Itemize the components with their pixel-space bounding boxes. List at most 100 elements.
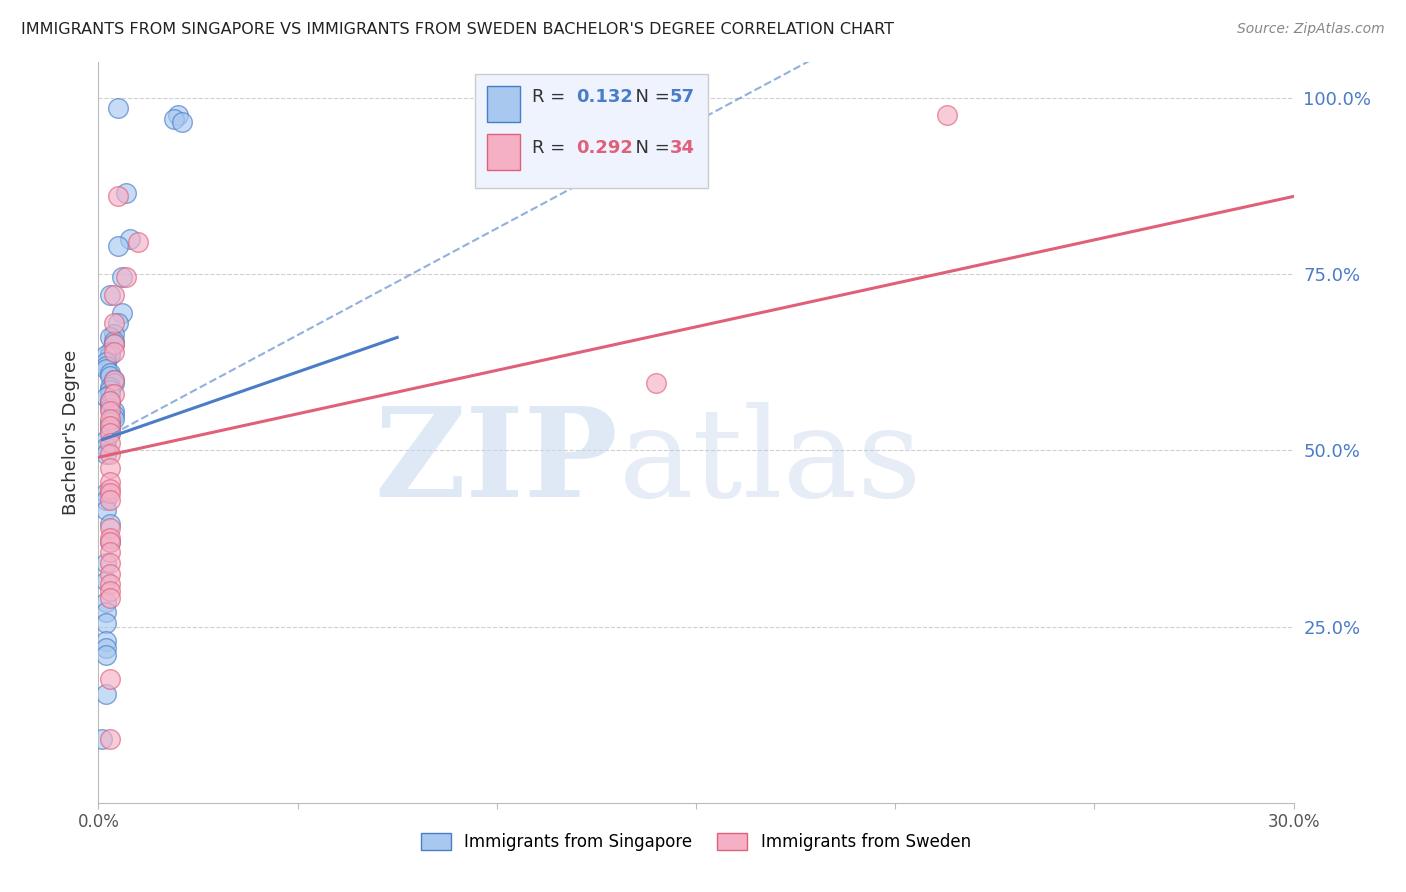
- Text: Source: ZipAtlas.com: Source: ZipAtlas.com: [1237, 22, 1385, 37]
- Point: [98, 384, 122, 398]
- Point: [96, 447, 118, 461]
- Point: [96, 615, 118, 630]
- Point: [96, 503, 118, 517]
- Point: [103, 326, 125, 341]
- Point: [98, 577, 122, 591]
- Point: [103, 376, 125, 391]
- Point: [98, 348, 122, 362]
- Point: [103, 373, 125, 387]
- Point: [98, 556, 122, 570]
- Point: [91, 732, 114, 747]
- Point: [103, 404, 125, 418]
- Point: [98, 330, 122, 344]
- Point: [127, 235, 149, 250]
- Point: [96, 640, 118, 655]
- Point: [98, 521, 122, 535]
- Point: [103, 288, 125, 302]
- Point: [107, 239, 129, 253]
- Point: [98, 485, 122, 500]
- Point: [98, 344, 122, 359]
- FancyBboxPatch shape: [475, 73, 709, 188]
- Text: 0.132: 0.132: [576, 88, 633, 106]
- Point: [98, 393, 122, 408]
- Point: [96, 492, 118, 507]
- Point: [96, 574, 118, 588]
- Point: [98, 422, 122, 436]
- Point: [103, 408, 125, 422]
- Point: [96, 595, 118, 609]
- Point: [98, 591, 122, 606]
- Point: [96, 440, 118, 454]
- Point: [98, 369, 122, 384]
- Point: [98, 404, 122, 418]
- Point: [103, 411, 125, 425]
- Point: [96, 648, 118, 662]
- Point: [107, 316, 129, 330]
- Point: [98, 673, 122, 687]
- Point: [96, 348, 118, 362]
- Point: [96, 433, 118, 447]
- FancyBboxPatch shape: [486, 87, 520, 121]
- Point: [103, 337, 125, 351]
- Point: [167, 108, 190, 122]
- Point: [111, 270, 134, 285]
- Point: [98, 475, 122, 489]
- Point: [98, 482, 122, 496]
- Point: [103, 373, 125, 387]
- Point: [163, 112, 186, 126]
- Point: [96, 686, 118, 700]
- Point: [103, 334, 125, 348]
- Point: [96, 606, 118, 620]
- Text: 0.292: 0.292: [576, 138, 633, 157]
- Point: [115, 270, 138, 285]
- Text: N =: N =: [624, 138, 676, 157]
- Point: [645, 376, 668, 391]
- Point: [98, 418, 122, 433]
- Text: N =: N =: [624, 88, 676, 106]
- Point: [936, 108, 959, 122]
- Point: [98, 447, 122, 461]
- Point: [96, 485, 118, 500]
- Legend: Immigrants from Singapore, Immigrants from Sweden: Immigrants from Singapore, Immigrants fr…: [415, 826, 977, 857]
- Point: [98, 545, 122, 559]
- Text: atlas: atlas: [619, 401, 922, 523]
- Point: [98, 393, 122, 408]
- Point: [98, 397, 122, 411]
- Point: [115, 186, 138, 200]
- Point: [98, 535, 122, 549]
- Point: [98, 461, 122, 475]
- Point: [98, 425, 122, 440]
- Text: R =: R =: [533, 88, 571, 106]
- Point: [96, 359, 118, 373]
- Point: [103, 387, 125, 401]
- Point: [96, 362, 118, 376]
- Text: 34: 34: [669, 138, 695, 157]
- Point: [120, 232, 142, 246]
- Point: [98, 584, 122, 599]
- FancyBboxPatch shape: [486, 135, 520, 169]
- Point: [98, 517, 122, 532]
- Point: [98, 288, 122, 302]
- Point: [96, 556, 118, 570]
- Point: [103, 344, 125, 359]
- Point: [103, 316, 125, 330]
- Point: [98, 532, 122, 546]
- Point: [98, 387, 122, 401]
- Point: [98, 535, 122, 549]
- Point: [98, 380, 122, 394]
- Point: [98, 492, 122, 507]
- Point: [103, 337, 125, 351]
- Text: ZIP: ZIP: [374, 401, 619, 523]
- Text: 57: 57: [669, 88, 695, 106]
- Point: [107, 101, 129, 115]
- Point: [98, 401, 122, 415]
- Point: [98, 425, 122, 440]
- Text: IMMIGRANTS FROM SINGAPORE VS IMMIGRANTS FROM SWEDEN BACHELOR'S DEGREE CORRELATIO: IMMIGRANTS FROM SINGAPORE VS IMMIGRANTS …: [21, 22, 894, 37]
- Point: [98, 566, 122, 581]
- Point: [111, 306, 134, 320]
- Point: [98, 418, 122, 433]
- Point: [96, 633, 118, 648]
- Y-axis label: Bachelor's Degree: Bachelor's Degree: [62, 350, 80, 516]
- Point: [98, 732, 122, 747]
- Point: [96, 355, 118, 369]
